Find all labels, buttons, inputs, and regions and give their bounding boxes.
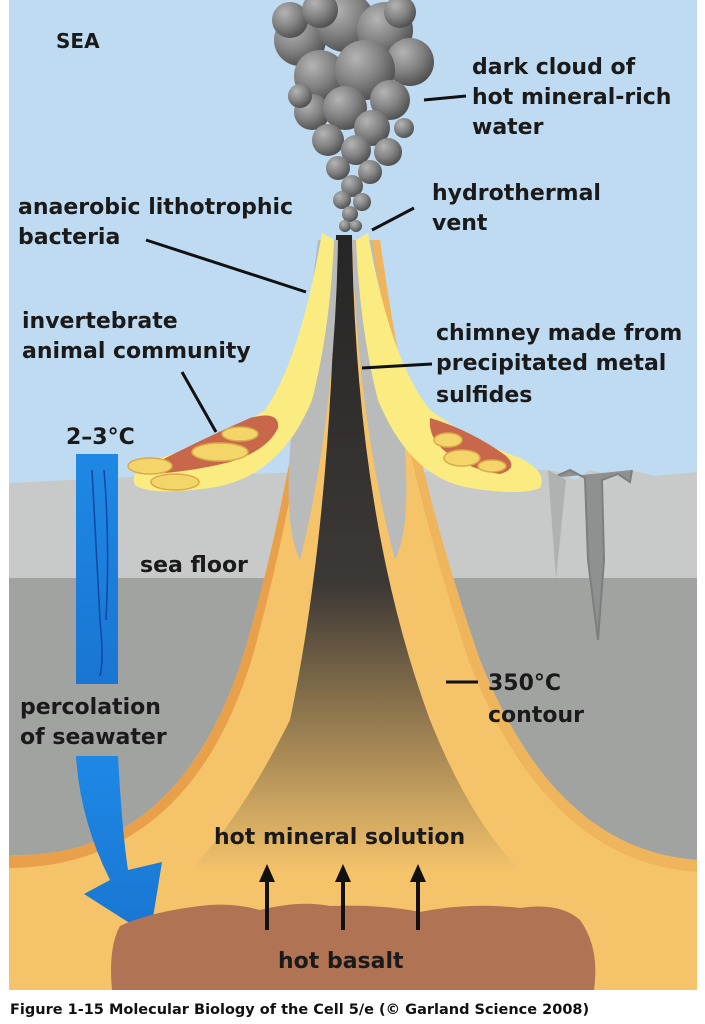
vent-conduit — [190, 235, 520, 870]
label-dark-cloud: dark cloud of hot mineral-rich water — [472, 55, 679, 140]
hot-basalt — [111, 903, 596, 990]
label-bacteria: anaerobic lithotrophic bacteria — [18, 195, 301, 250]
label-hot-basalt: hot basalt — [278, 949, 404, 974]
community-right — [356, 233, 542, 492]
percolation-arrow — [76, 756, 162, 936]
sea-floor-crack — [551, 468, 633, 641]
label-contour: 350°C contour — [488, 671, 584, 728]
leader-invertebrate — [180, 371, 218, 433]
label-temp-cold: 2–3°C — [66, 425, 135, 450]
leader-dark-cloud — [423, 94, 467, 102]
label-sea: SEA — [56, 29, 100, 53]
label-hydrothermal-vent: hydrothermal vent — [432, 181, 609, 236]
community-left — [133, 233, 334, 492]
leader-chimney — [361, 362, 433, 370]
animal-blobs-right — [433, 432, 507, 473]
dark-cloud — [272, 0, 434, 232]
label-invertebrate: invertebrate animal community — [22, 309, 251, 364]
upward-arrows — [259, 864, 426, 930]
leader-vent — [371, 206, 415, 232]
label-percolation: percolation of seawater — [20, 695, 169, 750]
label-chimney: chimney made from precipitated metal sul… — [436, 321, 690, 408]
leader-bacteria — [145, 238, 307, 294]
figure-caption: Figure 1-15 Molecular Biology of the Cel… — [10, 1002, 589, 1018]
label-hot-mineral-solution: hot mineral solution — [214, 825, 465, 850]
label-sea-floor: sea floor — [140, 553, 248, 578]
animal-blobs-left — [127, 426, 259, 491]
